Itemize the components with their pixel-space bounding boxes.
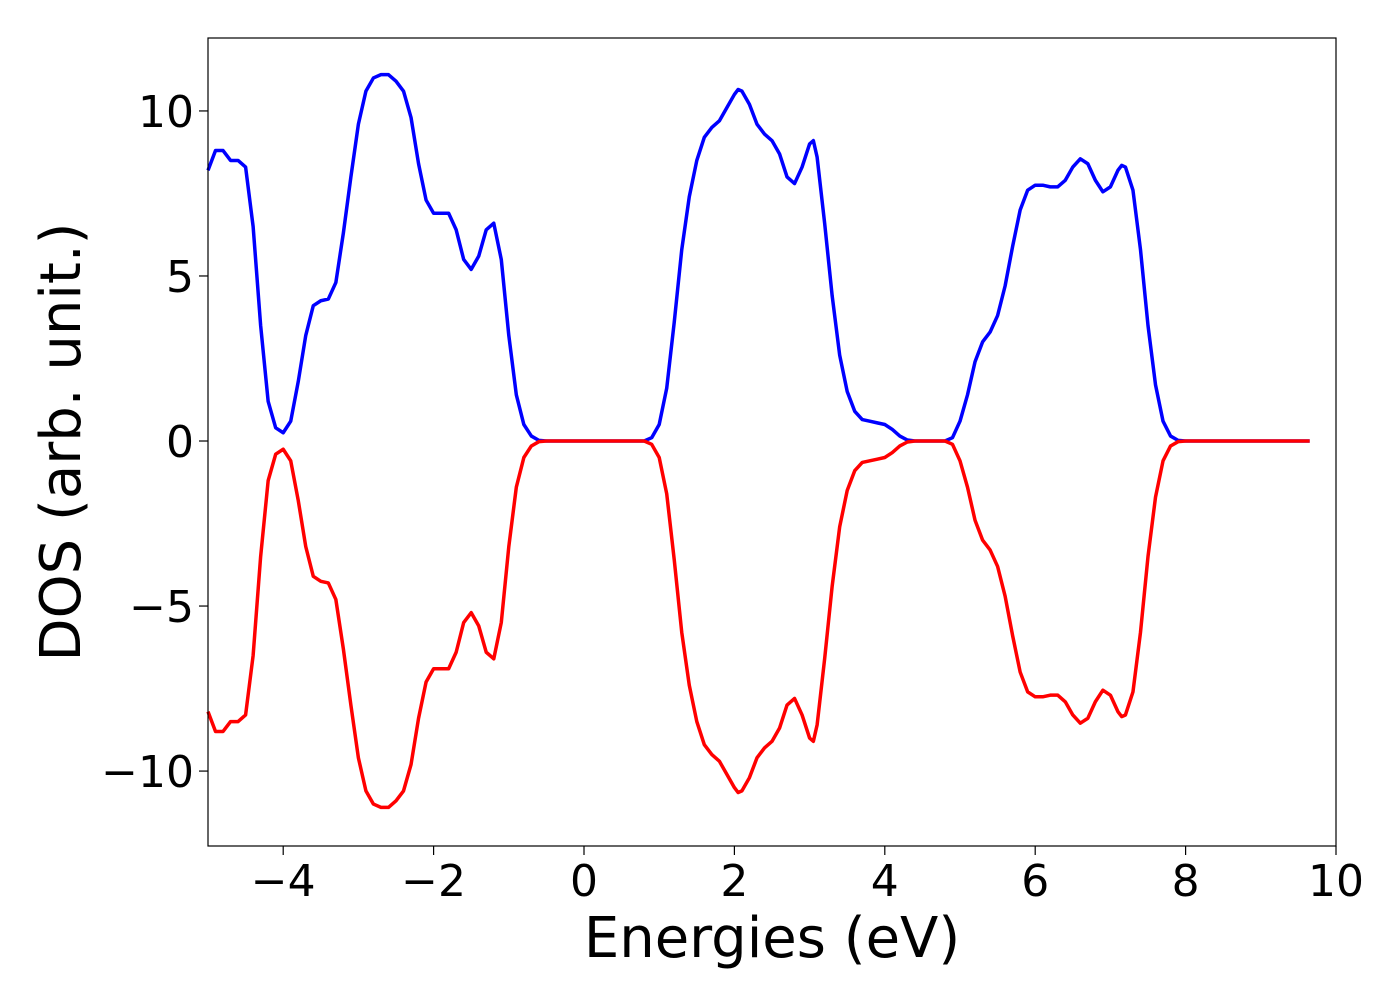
x-tick-label: 6: [1021, 856, 1049, 907]
plot-frame: [207, 37, 1337, 847]
y-tick-label: 0: [166, 417, 194, 468]
y-tick-label: −5: [129, 582, 194, 633]
series-line: [206, 72, 1310, 443]
x-tick-label: 8: [1172, 856, 1200, 907]
y-tick-label: 5: [166, 252, 194, 303]
y-tick-label: −10: [101, 747, 194, 798]
y-axis-label: DOS (arb. unit.): [29, 222, 94, 661]
x-tick-label: 2: [720, 856, 748, 907]
series-line: [206, 439, 1310, 810]
x-tick-label: 10: [1308, 856, 1364, 907]
x-tick-label: 0: [570, 856, 598, 907]
x-tick-label: −4: [251, 856, 316, 907]
x-tick-label: 4: [871, 856, 899, 907]
y-tick-label: 10: [138, 87, 194, 138]
x-axis-label: Energies (eV): [584, 906, 960, 971]
x-tick-label: −2: [401, 856, 466, 907]
